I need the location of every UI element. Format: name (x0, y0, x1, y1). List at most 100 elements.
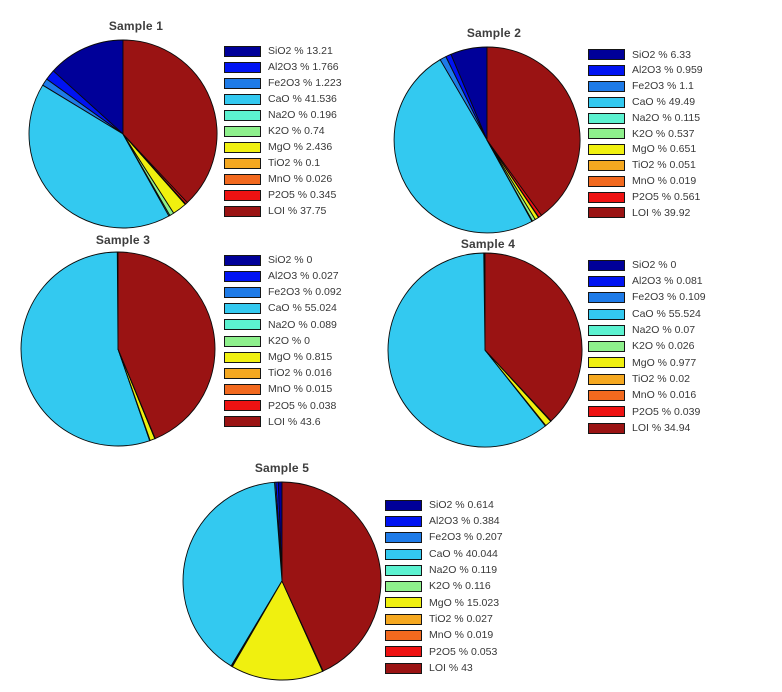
legend-label: SiO2 % 6.33 (632, 48, 691, 61)
legend-swatch-sio2 (224, 254, 261, 266)
legend-swatch-mgo (224, 141, 261, 153)
legend-swatch-al2o3 (224, 61, 261, 73)
legend-item: K2O % 0.74 (224, 123, 342, 139)
legend-item: SiO2 % 13.21 (224, 43, 342, 59)
legend: SiO2 % 0 Al2O3 % 0.027 Fe2O3 % 0.092 CaO % … (224, 252, 342, 430)
legend-swatch-tio2 (385, 613, 422, 625)
legend-swatch-loi (385, 662, 422, 674)
legend-label: P2O5 % 0.039 (632, 405, 701, 418)
legend-label: MnO % 0.016 (632, 389, 697, 402)
legend-label: TiO2 % 0.027 (429, 612, 493, 625)
pie-slice-mgo (231, 580, 324, 681)
legend-swatch-fe2o3 (224, 286, 261, 298)
legend-item: Al2O3 % 0.384 (385, 513, 503, 529)
legend-item: MgO % 0.977 (588, 355, 706, 371)
legend-item: MgO % 0.651 (588, 142, 703, 158)
legend-label: LOI % 39.92 (632, 206, 691, 219)
legend-swatch-mno (224, 384, 261, 396)
legend-swatch-na2o (588, 324, 625, 336)
legend-label: K2O % 0.74 (268, 124, 325, 137)
legend-swatch-sio2 (224, 45, 261, 57)
legend-label: TiO2 % 0.016 (268, 367, 332, 380)
legend-label: LOI % 43 (429, 661, 473, 674)
legend-item: P2O5 % 0.561 (588, 189, 703, 205)
legend-label: Al2O3 % 0.384 (429, 515, 500, 528)
legend-swatch-al2o3 (588, 65, 625, 77)
legend-swatch-p2o5 (588, 406, 625, 418)
legend-swatch-p2o5 (224, 400, 261, 412)
legend-label: CaO % 55.024 (268, 302, 337, 315)
pie-slice-loi (281, 481, 382, 672)
legend-label: Fe2O3 % 0.207 (429, 531, 503, 544)
legend-label: MnO % 0.015 (268, 383, 333, 396)
legend-label: Na2O % 0.07 (632, 324, 696, 337)
legend-item: Na2O % 0.089 (224, 317, 342, 333)
legend-swatch-cao (224, 93, 261, 105)
chart-title: Sample 1 (108, 19, 164, 33)
legend-item: MgO % 2.436 (224, 139, 342, 155)
legend-label: Na2O % 0.119 (429, 564, 498, 577)
legend-swatch-na2o (224, 319, 261, 331)
legend-item: P2O5 % 0.053 (385, 644, 503, 660)
legend-item: MnO % 0.019 (588, 173, 703, 189)
legend-swatch-al2o3 (224, 270, 261, 282)
legend-swatch-sio2 (588, 259, 625, 271)
legend-label: MgO % 2.436 (268, 140, 333, 153)
legend-swatch-cao (385, 548, 422, 560)
pie-slice-cao (28, 84, 170, 229)
legend-item: Fe2O3 % 0.207 (385, 530, 503, 546)
legend-swatch-k2o (224, 125, 261, 137)
legend-label: CaO % 55.524 (632, 307, 701, 320)
legend-label: K2O % 0.537 (632, 127, 695, 140)
legend-item: CaO % 49.49 (588, 94, 703, 110)
legend-item: TiO2 % 0.1 (224, 155, 342, 171)
legend-label: CaO % 49.49 (632, 96, 696, 109)
pie-slice-cao (182, 481, 283, 667)
pie-chart (387, 252, 583, 448)
legend-swatch-loi (224, 205, 261, 217)
legend-item: K2O % 0.026 (588, 338, 706, 354)
legend-item: CaO % 41.536 (224, 91, 342, 107)
legend-swatch-sio2 (588, 49, 625, 61)
pie-chart (182, 481, 382, 681)
legend-item: SiO2 % 0 (588, 257, 706, 273)
legend-label: Al2O3 % 0.027 (268, 270, 339, 283)
legend-label: TiO2 % 0.1 (268, 156, 321, 169)
legend-item: Fe2O3 % 0.092 (224, 284, 342, 300)
legend-label: LOI % 34.94 (632, 421, 691, 434)
legend-label: Fe2O3 % 1.223 (268, 76, 342, 89)
legend-label: Al2O3 % 0.081 (632, 275, 703, 288)
legend-label: LOI % 37.75 (268, 204, 327, 217)
legend: SiO2 % 0 Al2O3 % 0.081 Fe2O3 % 0.109 CaO % … (588, 257, 706, 436)
legend-swatch-tio2 (224, 367, 261, 379)
legend-item: TiO2 % 0.016 (224, 365, 342, 381)
legend-item: LOI % 34.94 (588, 420, 706, 436)
legend-item: K2O % 0.537 (588, 126, 703, 142)
legend-item: LOI % 43.6 (224, 414, 342, 430)
legend: SiO2 % 0.614 Al2O3 % 0.384 Fe2O3 % 0.207 Ca… (385, 497, 503, 676)
legend-item: Na2O % 0.115 (588, 110, 703, 126)
legend-item: Al2O3 % 0.027 (224, 268, 342, 284)
pie-slice-sio2 (52, 39, 124, 135)
legend-label: Fe2O3 % 0.092 (268, 286, 342, 299)
legend-label: Na2O % 0.089 (268, 318, 337, 331)
legend-label: K2O % 0 (268, 334, 311, 347)
legend-item: LOI % 37.75 (224, 203, 342, 219)
legend-item: Na2O % 0.119 (385, 562, 503, 578)
legend-label: Al2O3 % 1.766 (268, 60, 339, 73)
legend-label: TiO2 % 0.02 (632, 372, 690, 385)
legend-label: SiO2 % 0 (268, 253, 313, 266)
legend-item: CaO % 55.524 (588, 306, 706, 322)
legend-label: SiO2 % 13.21 (268, 44, 333, 57)
legend-item: MnO % 0.026 (224, 171, 342, 187)
legend-item: MgO % 0.815 (224, 349, 342, 365)
legend-item: P2O5 % 0.039 (588, 404, 706, 420)
legend-label: MgO % 15.023 (429, 596, 500, 609)
legend-swatch-fe2o3 (588, 80, 625, 92)
chart-title: Sample 3 (95, 233, 151, 247)
legend-swatch-na2o (224, 109, 261, 121)
legend-item: CaO % 40.044 (385, 546, 503, 562)
legend-label: MgO % 0.651 (632, 143, 697, 156)
legend-item: Fe2O3 % 1.223 (224, 75, 342, 91)
legend-swatch-p2o5 (385, 646, 422, 658)
